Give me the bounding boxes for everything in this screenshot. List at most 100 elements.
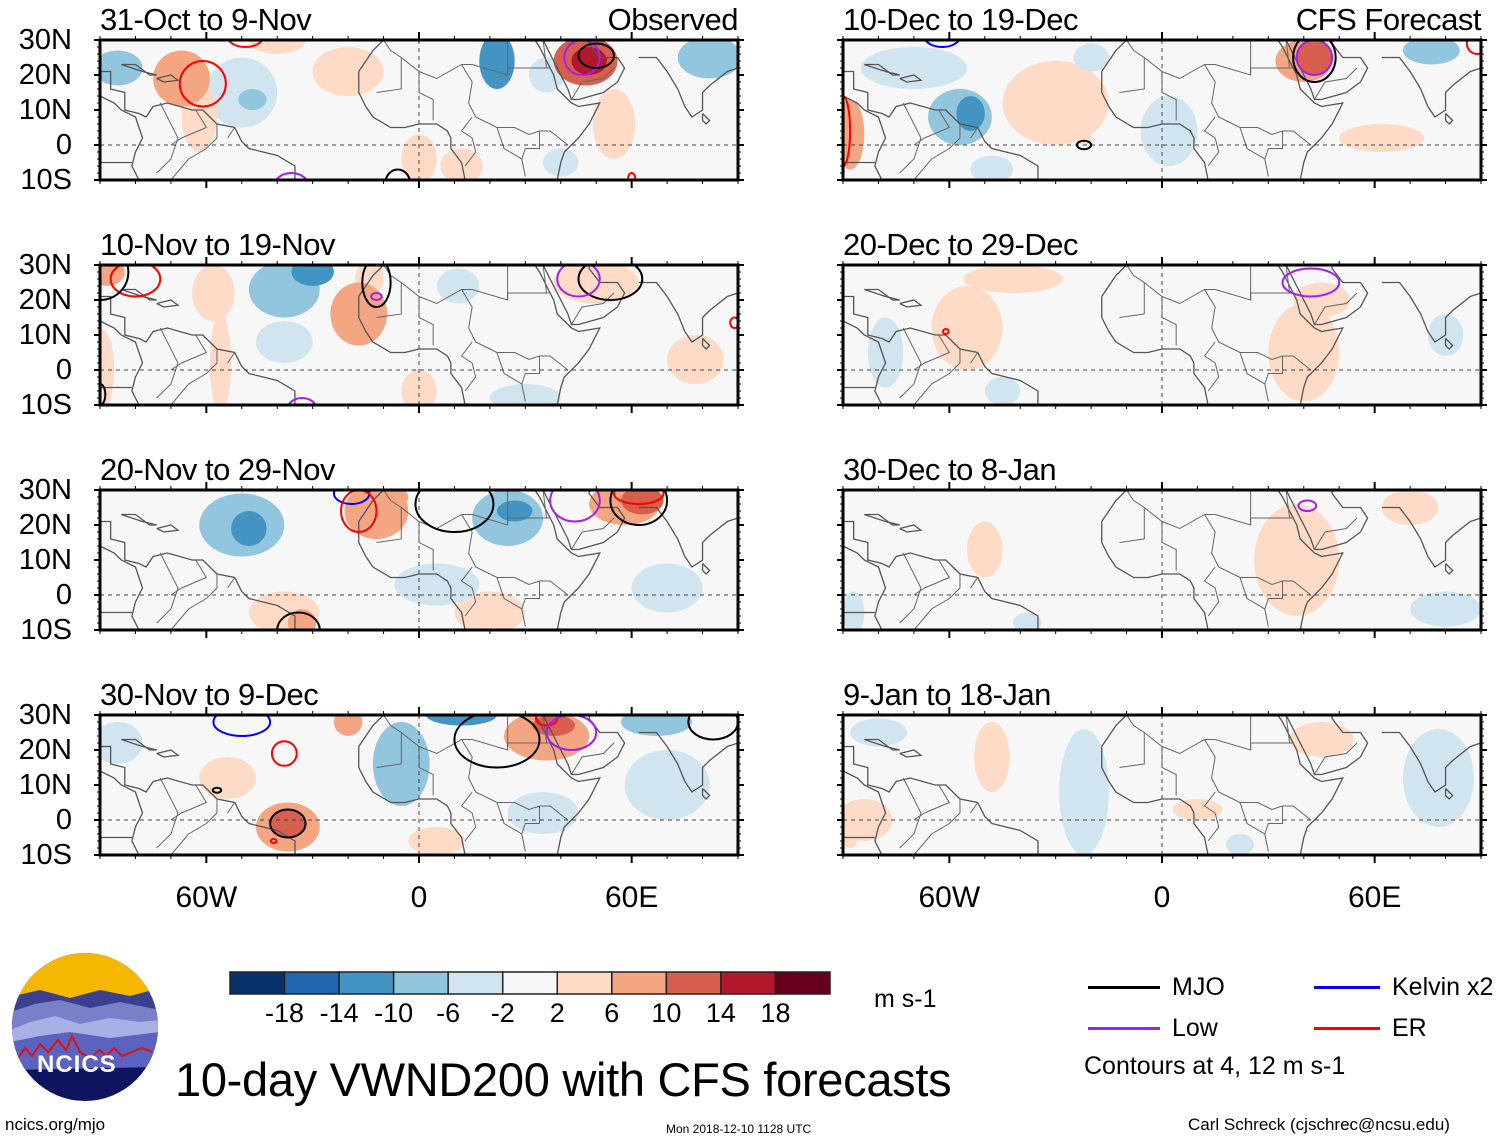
- units-label: m s-1: [874, 985, 937, 1013]
- contour-er: [340, 490, 378, 533]
- country-border: [1250, 67, 1294, 75]
- map-background: [843, 715, 1481, 855]
- coastline: [1101, 40, 1128, 72]
- coastline: [1277, 40, 1344, 180]
- colorbar-swatch: [229, 971, 286, 995]
- logo-text: NCICS: [37, 1051, 117, 1078]
- coastline: [843, 520, 1039, 630]
- map-panel: [94, 257, 744, 413]
- coastline: [1444, 338, 1454, 350]
- northerly-anomaly-shading: [850, 718, 907, 747]
- northerly-anomaly-shading: [479, 40, 515, 89]
- country-border: [1313, 292, 1358, 325]
- colorbar-tick-label: 18: [760, 998, 791, 1028]
- southerly-anomaly-shading: [1339, 124, 1425, 152]
- coastline: [638, 506, 738, 568]
- x-tick-label: 0: [410, 881, 428, 914]
- country-border: [156, 327, 179, 399]
- colorbar-swatch: [720, 971, 777, 995]
- contour-low: [549, 490, 601, 523]
- northerly-anomaly-shading: [496, 500, 533, 522]
- contour-low: [556, 265, 601, 298]
- country-border: [170, 559, 208, 596]
- northerly-anomaly-shading: [255, 321, 313, 363]
- coastline: [121, 513, 157, 526]
- country-border: [376, 507, 402, 543]
- contour-er: [227, 40, 264, 48]
- panel-period-title: 20-Dec to 29-Dec: [843, 227, 1078, 262]
- y-tick-label: 10S: [20, 389, 72, 421]
- country-border: [1264, 356, 1284, 385]
- y-tick-label: 20N: [18, 734, 72, 766]
- coastline: [701, 563, 711, 575]
- country-border: [1285, 490, 1291, 519]
- contour-levels-note: Contours at 4, 12 m s-1: [1084, 1052, 1346, 1080]
- contour-mjo: [1292, 40, 1337, 83]
- southerly-anomaly-shading: [192, 265, 235, 321]
- contour-mjo: [384, 168, 411, 180]
- country-border: [1264, 806, 1284, 835]
- country-border: [460, 791, 477, 842]
- contour-low: [1295, 40, 1334, 76]
- y-tick-label: 0: [55, 579, 72, 611]
- country-border: [570, 517, 615, 550]
- y-tick-label: 30N: [18, 699, 72, 731]
- country-border: [1285, 265, 1291, 294]
- y-tick-label: 10N: [18, 94, 72, 126]
- coastline: [1444, 788, 1454, 800]
- colorbar-tick-label: 2: [549, 998, 565, 1028]
- coastline: [1285, 265, 1369, 326]
- y-tick-label: 30N: [18, 474, 72, 506]
- country-border: [970, 577, 979, 589]
- country-border: [1119, 732, 1145, 768]
- contour-kelvin: [212, 715, 272, 737]
- contour-er: [612, 490, 665, 505]
- map-panel: [837, 707, 1487, 863]
- footer-url[interactable]: ncics.org/mjo: [5, 1115, 106, 1134]
- coastline: [100, 295, 296, 405]
- panel-period-title: 30-Nov to 9-Dec: [100, 677, 319, 712]
- contour-mjo: [577, 265, 644, 301]
- country-border: [1204, 739, 1312, 821]
- country-border: [156, 552, 179, 624]
- country-border: [1239, 802, 1269, 852]
- country-border: [227, 127, 236, 139]
- southerly-anomaly-shading: [963, 314, 992, 342]
- southerly-anomaly-shading: [440, 148, 483, 180]
- country-border: [1204, 64, 1312, 146]
- coastline: [1285, 40, 1369, 101]
- y-tick-label: 30N: [18, 249, 72, 281]
- footer-author: Carl Schreck (cjschrec@ncsu.edu): [1188, 1115, 1450, 1134]
- y-tick-label: 10S: [20, 839, 72, 871]
- southerly-anomaly-shading: [100, 265, 125, 286]
- coastline: [156, 749, 180, 758]
- panel-source-label: Observed: [607, 2, 739, 37]
- country-border: [899, 552, 922, 624]
- contour-er: [269, 837, 278, 845]
- coastline: [542, 265, 626, 326]
- coastline: [100, 745, 296, 855]
- coastline: [358, 715, 385, 747]
- contour-er: [1465, 40, 1481, 55]
- contour-er: [941, 328, 950, 335]
- country-border: [1126, 265, 1252, 305]
- country-border: [1250, 517, 1294, 525]
- country-border: [1285, 40, 1291, 69]
- country-border: [570, 292, 615, 325]
- y-tick-label: 20N: [18, 59, 72, 91]
- country-border: [461, 289, 569, 371]
- x-tick-label: 60E: [604, 881, 659, 914]
- southerly-anomaly-shading: [667, 335, 724, 384]
- country-border: [913, 574, 961, 630]
- coastline: [121, 63, 157, 76]
- contour-er: [627, 172, 637, 180]
- country-border: [521, 356, 541, 385]
- country-border: [542, 490, 548, 519]
- contour-low: [545, 715, 598, 751]
- country-border: [521, 806, 541, 835]
- coastline: [638, 56, 738, 118]
- coastline: [534, 265, 601, 405]
- northerly-anomaly-shading: [1013, 612, 1042, 630]
- coastline: [1101, 265, 1128, 297]
- country-border: [496, 577, 526, 627]
